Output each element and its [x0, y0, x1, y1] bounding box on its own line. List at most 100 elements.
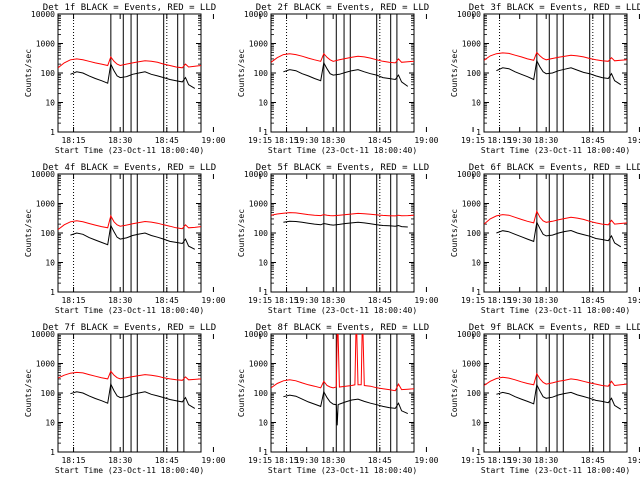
- x-tick-label: 18:15: [61, 296, 85, 305]
- x-tick-label: 18:15: [61, 456, 85, 465]
- series-group: [484, 51, 627, 86]
- y-tick-label: 100: [467, 69, 482, 78]
- y-tick-label: 1000: [462, 40, 481, 49]
- x-tick-label: 18:30: [534, 296, 558, 305]
- x-tick-label: 18:30: [534, 136, 558, 145]
- y-tick-label: 100: [254, 389, 269, 398]
- y-tick-label: 1000: [36, 360, 55, 369]
- y-tick-label: 10000: [457, 330, 481, 339]
- x-tick-label: 19:30: [295, 456, 319, 465]
- x-tick-label: 18:45: [368, 136, 392, 145]
- chart-panel-7: Det 7f BLACK = Events, RED = LLD 1 10 100 10…: [24, 323, 319, 475]
- y-tick-label: 1000: [462, 200, 481, 209]
- x-tick-label: 19:00: [627, 136, 640, 145]
- x-tick-label: 18:30: [108, 456, 132, 465]
- y-tick-label: 10: [471, 99, 481, 108]
- series-line-events: [496, 383, 622, 410]
- chart-title: Det 9f BLACK = Events, RED = LLD: [469, 323, 640, 333]
- chart-panel-3: Det 3f BLACK = Events, RED = LLD 1 10 100 10…: [450, 3, 640, 155]
- x-tick-label: 19:15: [461, 456, 485, 465]
- x-tick-label: 18:15: [61, 136, 85, 145]
- y-tick-label: 10000: [31, 10, 55, 19]
- series-line-events: [283, 220, 408, 228]
- series-group: [271, 334, 414, 426]
- y-tick-label: 1000: [249, 200, 268, 209]
- x-tick-label: 18:15: [487, 136, 511, 145]
- x-tick-label: 18:30: [321, 296, 345, 305]
- x-tick-label: 19:00: [201, 136, 225, 145]
- y-tick-label: 10: [471, 259, 481, 268]
- y-tick-label: 1000: [36, 40, 55, 49]
- chart-title: Det 5f BLACK = Events, RED = LLD: [256, 163, 429, 173]
- series-line-lld: [271, 212, 414, 217]
- series-line-lld: [58, 214, 201, 230]
- y-tick-label: 1: [263, 128, 268, 137]
- x-tick-label: 19:30: [295, 136, 319, 145]
- x-tick-label: 18:45: [581, 296, 605, 305]
- x-tick-label: 19:15: [248, 296, 272, 305]
- x-axis-label: Start Time (23-Oct-11 18:00:40): [268, 146, 417, 155]
- y-tick-label: 1000: [249, 40, 268, 49]
- chart-panel-8: Det 8f BLACK = Events, RED = LLD 1 10 100 10…: [237, 323, 532, 475]
- y-axis-label: Counts/sec: [24, 49, 33, 97]
- x-tick-label: 18:30: [534, 456, 558, 465]
- y-tick-label: 100: [41, 69, 56, 78]
- chart-title: Det 1f BLACK = Events, RED = LLD: [43, 3, 216, 13]
- series-group: [271, 212, 414, 228]
- chart-panel-9: Det 9f BLACK = Events, RED = LLD 1 10 100 10…: [450, 323, 640, 475]
- chart-panel-1: Det 1f BLACK = Events, RED = LLD 1 10 100 10…: [24, 3, 319, 155]
- x-tick-label: 18:15: [487, 456, 511, 465]
- x-tick-label: 19:30: [508, 296, 532, 305]
- y-tick-label: 100: [254, 229, 269, 238]
- x-tick-label: 19:30: [508, 456, 532, 465]
- plot-frame: [483, 173, 628, 293]
- y-tick-label: 10000: [31, 330, 55, 339]
- x-tick-label: 19:15: [248, 136, 272, 145]
- y-axis-label: Counts/sec: [237, 49, 246, 97]
- x-tick-label: 19:00: [627, 296, 640, 305]
- y-axis-label: Counts/sec: [450, 49, 459, 97]
- x-axis-label: Start Time (23-Oct-11 18:00:40): [268, 466, 417, 475]
- series-group: [484, 209, 627, 248]
- x-axis-label: Start Time (23-Oct-11 18:00:40): [481, 146, 630, 155]
- y-tick-label: 10000: [244, 170, 268, 179]
- x-tick-label: 18:45: [581, 456, 605, 465]
- x-axis-label: Start Time (23-Oct-11 18:00:40): [55, 306, 204, 315]
- x-tick-label: 18:30: [108, 136, 132, 145]
- y-tick-label: 100: [41, 229, 56, 238]
- y-tick-label: 1: [476, 128, 481, 137]
- series-line-events: [70, 382, 196, 409]
- y-tick-label: 10000: [244, 10, 268, 19]
- y-tick-label: 10000: [457, 170, 481, 179]
- series-group: [58, 370, 201, 409]
- y-axis-label: Counts/sec: [237, 369, 246, 417]
- x-tick-label: 19:30: [508, 136, 532, 145]
- plot-frame: [270, 333, 415, 453]
- chart-title: Det 8f BLACK = Events, RED = LLD: [256, 323, 429, 333]
- x-tick-label: 18:45: [155, 456, 179, 465]
- x-tick-label: 19:15: [461, 296, 485, 305]
- y-tick-label: 1: [263, 288, 268, 297]
- plot-frame: [483, 13, 628, 133]
- chart-title: Det 6f BLACK = Events, RED = LLD: [469, 163, 640, 173]
- y-tick-label: 100: [467, 389, 482, 398]
- y-tick-label: 10: [258, 419, 268, 428]
- x-axis-label: Start Time (23-Oct-11 18:00:40): [55, 466, 204, 475]
- y-axis-label: Counts/sec: [24, 209, 33, 257]
- x-tick-label: 18:15: [274, 296, 298, 305]
- chart-title: Det 4f BLACK = Events, RED = LLD: [43, 163, 216, 173]
- y-axis-label: Counts/sec: [237, 209, 246, 257]
- series-line-events: [283, 61, 409, 87]
- series-line-lld: [271, 52, 414, 64]
- y-tick-label: 1: [50, 288, 55, 297]
- x-tick-label: 18:45: [155, 136, 179, 145]
- series-line-lld: [58, 370, 201, 381]
- y-tick-label: 1: [476, 448, 481, 457]
- y-tick-label: 1000: [36, 200, 55, 209]
- x-tick-label: 19:00: [414, 456, 438, 465]
- x-tick-label: 19:30: [295, 296, 319, 305]
- y-tick-label: 10: [45, 99, 55, 108]
- x-tick-label: 19:00: [627, 456, 640, 465]
